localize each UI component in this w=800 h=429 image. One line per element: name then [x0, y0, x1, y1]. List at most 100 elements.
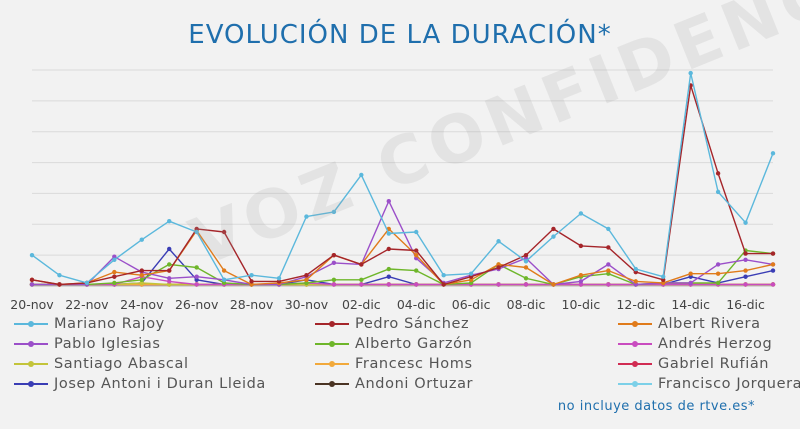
data-point	[331, 282, 337, 287]
legend-item: Francisco Jorquera	[618, 375, 800, 393]
legend-label: Gabriel Rufián	[658, 356, 770, 372]
data-point	[414, 252, 419, 258]
x-tick-label: 12-dic	[616, 297, 655, 312]
legend-item: Andoni Ortuzar	[315, 375, 473, 393]
data-point	[743, 268, 748, 273]
data-point	[57, 282, 62, 287]
legend-item: Albert Rivera	[618, 315, 761, 333]
data-point	[359, 282, 364, 287]
data-point	[743, 220, 748, 225]
data-point	[496, 265, 501, 270]
data-point	[249, 279, 254, 284]
footnote: no incluye datos de rtve.es*	[557, 399, 755, 414]
data-point	[221, 277, 227, 283]
gridlines	[32, 69, 773, 287]
data-point	[331, 277, 337, 283]
data-point	[221, 280, 227, 286]
legend-item: Josep Antoni i Duran Lleida	[14, 375, 266, 393]
legend-swatch	[315, 315, 349, 333]
data-point	[414, 248, 419, 253]
data-point	[386, 266, 391, 272]
data-point	[167, 276, 172, 281]
data-point	[167, 282, 172, 287]
data-point	[743, 257, 748, 262]
data-point	[112, 269, 117, 275]
legend-item: Santiago Abascal	[14, 355, 189, 373]
data-point	[414, 229, 419, 235]
data-point	[194, 265, 199, 270]
legend-swatch	[618, 375, 652, 393]
data-point	[167, 246, 172, 252]
legend-item: Gabriel Rufián	[618, 355, 769, 373]
data-point	[304, 280, 309, 286]
data-point	[578, 273, 584, 278]
data-point	[194, 226, 199, 232]
data-point	[770, 262, 776, 267]
data-point	[661, 277, 666, 283]
legend-label: Josep Antoni i Duran Lleida	[54, 376, 266, 392]
data-point	[496, 239, 501, 244]
data-point	[359, 277, 364, 283]
series-mariano-rajoy	[29, 70, 776, 286]
x-tick-label: 08-dic	[507, 297, 546, 312]
legend-item: Pedro Sánchez	[315, 315, 469, 333]
data-point	[304, 277, 309, 283]
series-pedro-s-nchez	[29, 83, 776, 287]
legend-label: Mariano Rajoy	[54, 316, 165, 332]
legend-label: Andoni Ortuzar	[355, 376, 474, 392]
data-point	[551, 282, 556, 287]
data-point	[167, 219, 172, 224]
data-point	[688, 271, 693, 276]
data-point	[441, 282, 446, 287]
data-point	[661, 280, 666, 286]
data-point	[523, 259, 529, 264]
data-point	[661, 274, 666, 279]
data-point	[688, 70, 693, 76]
data-point	[743, 274, 748, 279]
legend-swatch	[14, 375, 48, 393]
data-point	[770, 268, 776, 273]
data-point	[29, 282, 35, 287]
legend-item: Alberto Garzón	[315, 335, 472, 353]
data-point	[304, 214, 309, 219]
legend-item: Mariano Rajoy	[14, 315, 165, 333]
series-line	[32, 200, 774, 286]
data-point	[249, 282, 254, 287]
data-point	[633, 266, 638, 272]
data-point	[304, 273, 309, 278]
legend-swatch	[315, 355, 349, 373]
x-tick-label: 28-nov	[230, 297, 274, 312]
data-point	[468, 277, 474, 283]
data-point	[84, 280, 90, 286]
legend-swatch	[618, 335, 652, 353]
data-point	[468, 274, 474, 279]
data-point	[523, 256, 529, 261]
data-point	[112, 280, 117, 286]
data-point	[633, 279, 638, 284]
data-point	[468, 280, 474, 286]
legend-label: Pedro Sánchez	[355, 316, 470, 332]
data-point	[414, 268, 419, 273]
data-point	[194, 274, 199, 279]
data-point	[715, 171, 721, 176]
series-line	[32, 276, 773, 286]
legend-swatch	[14, 315, 48, 333]
data-point	[139, 277, 144, 283]
legend-item: Pablo Iglesias	[14, 335, 161, 353]
data-point	[633, 269, 638, 275]
data-point	[688, 274, 693, 279]
data-point	[386, 282, 391, 287]
x-tick-label: 20-nov	[10, 297, 54, 312]
data-point	[551, 234, 556, 239]
legend-swatch	[14, 355, 48, 373]
x-tick-label: 16-dic	[726, 297, 765, 312]
data-point	[715, 262, 721, 267]
data-point	[770, 282, 776, 287]
data-point	[578, 282, 584, 287]
data-point	[523, 276, 529, 281]
series-line	[31, 84, 773, 286]
data-point	[194, 277, 199, 283]
data-point	[167, 262, 172, 267]
data-point	[221, 229, 227, 235]
data-point	[386, 231, 391, 236]
